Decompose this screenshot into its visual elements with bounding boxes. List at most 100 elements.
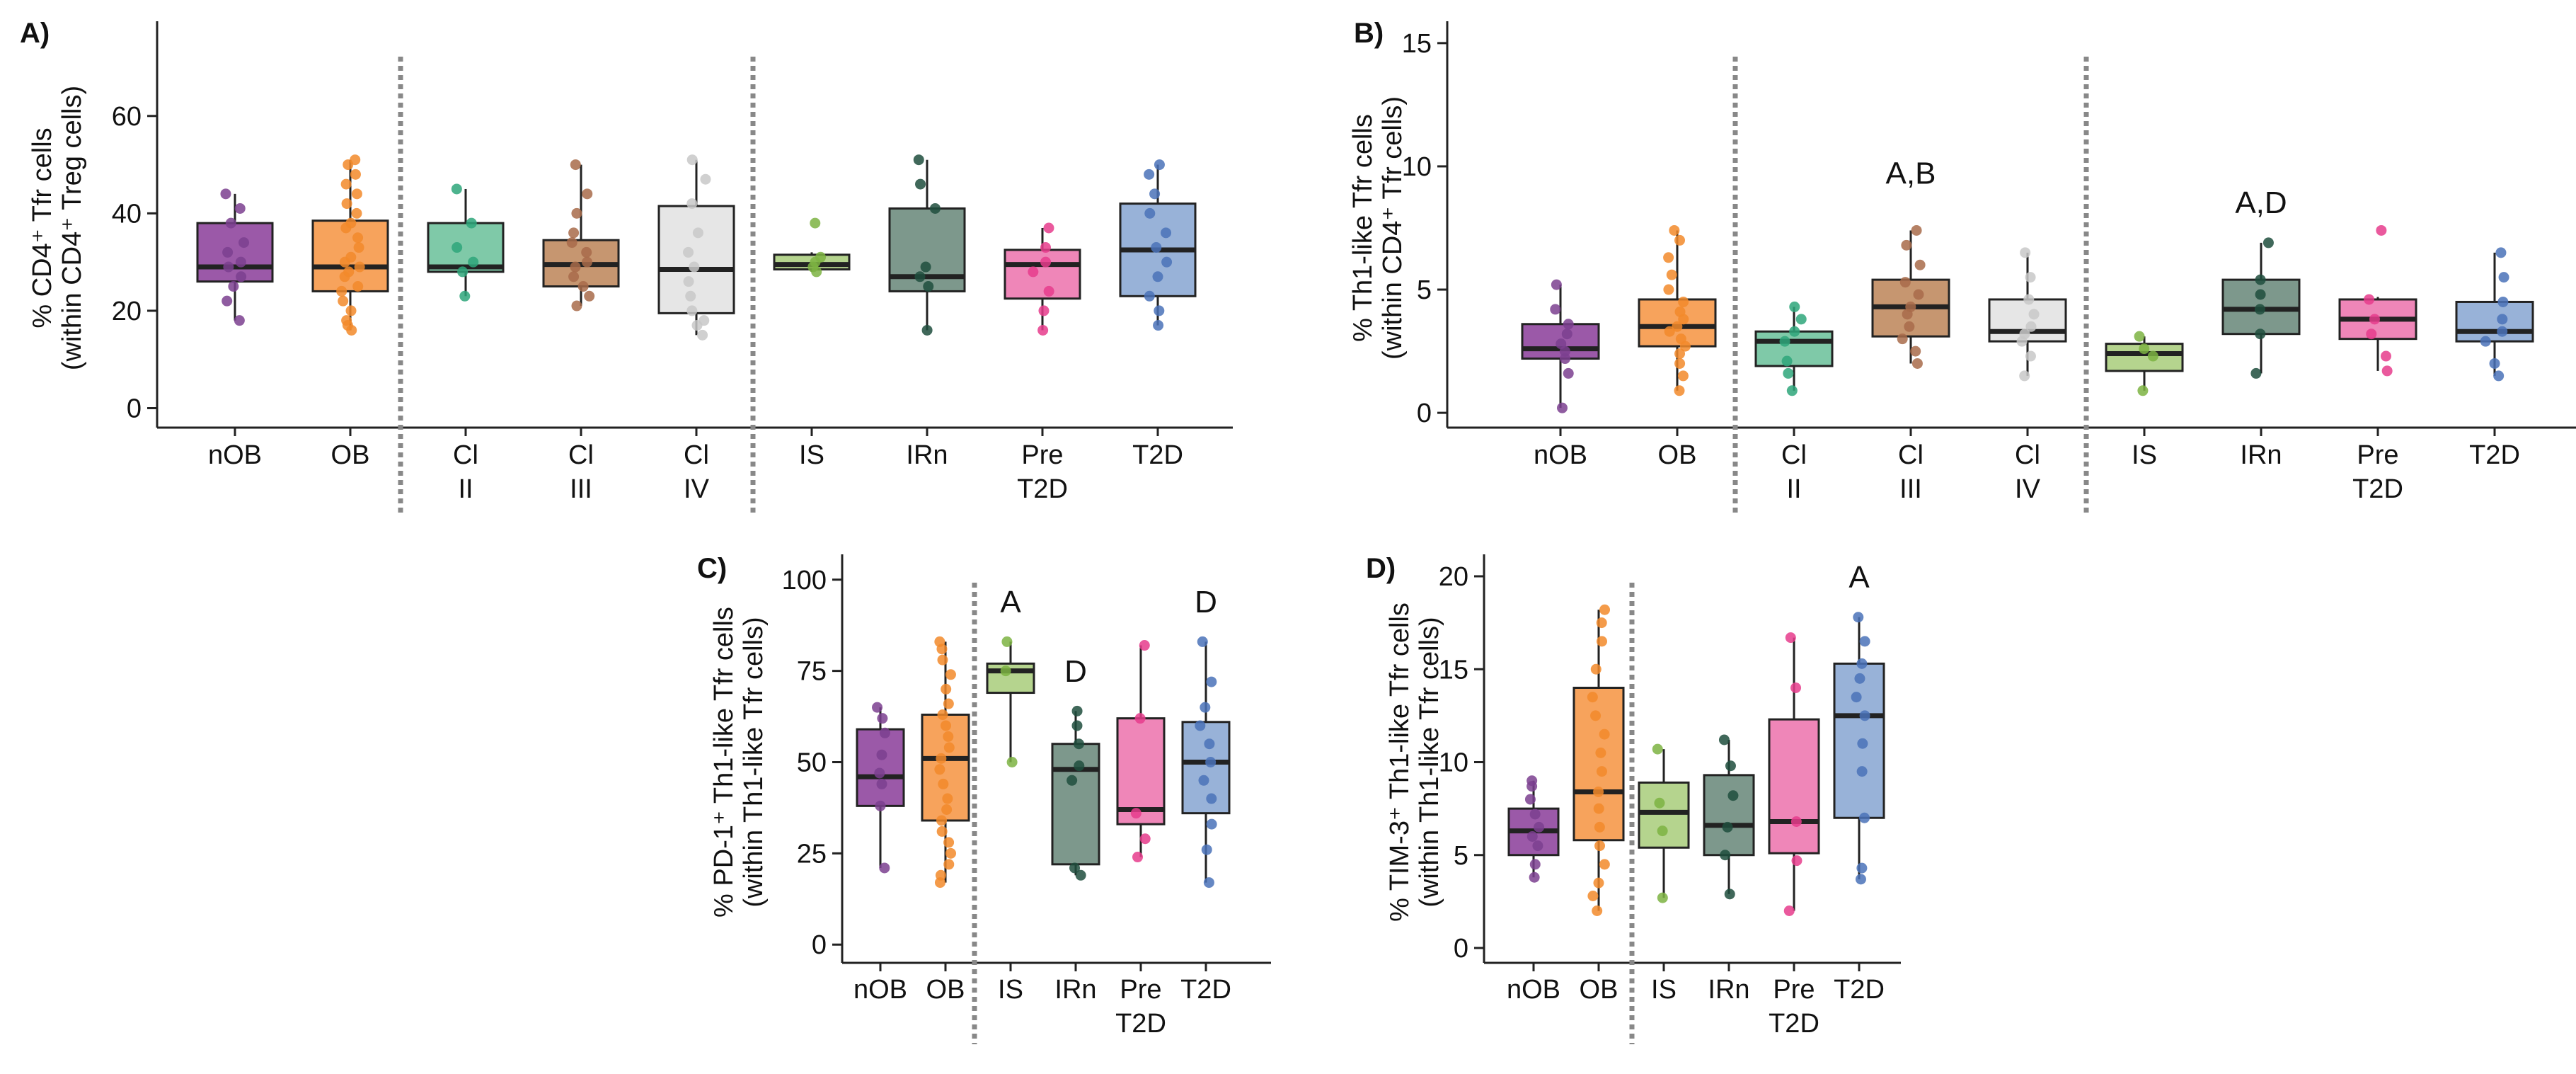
data-point (1563, 367, 1574, 379)
data-point (1139, 640, 1150, 651)
data-point (1590, 663, 1602, 675)
y-tick-label: 100 (782, 566, 827, 595)
data-point (1654, 797, 1665, 809)
data-point (2255, 289, 2266, 300)
data-point (1904, 321, 1915, 332)
data-point (220, 188, 231, 200)
data-point (1587, 891, 1599, 901)
box-body (1988, 298, 2067, 343)
y-axis-title-line2: (within Th1-like Tfr cells) (739, 617, 769, 907)
data-point (1725, 760, 1736, 772)
data-point (1071, 705, 1083, 716)
data-point (943, 859, 955, 870)
data-point (581, 246, 592, 258)
data-point (1789, 326, 1800, 337)
box-nob (196, 188, 274, 326)
data-point (1674, 385, 1685, 396)
y-tick-label: 50 (797, 748, 827, 778)
box-body (196, 222, 274, 283)
x-tick-label: Cl (1781, 440, 1807, 470)
y-tick-label: 0 (812, 930, 827, 960)
box-is (773, 217, 851, 278)
data-point (1718, 734, 1730, 745)
data-point (921, 324, 933, 336)
data-point (341, 315, 352, 326)
data-point (1154, 305, 1165, 316)
data-point (937, 709, 948, 720)
data-point (2262, 237, 2274, 248)
significance-label: D (1195, 585, 1217, 619)
data-point (1043, 222, 1054, 234)
data-point (336, 285, 347, 297)
box-t2d (2455, 247, 2534, 382)
data-point (1854, 673, 1865, 684)
significance-label: A,B (1886, 156, 1936, 190)
y-tick-label: 15 (1439, 655, 1468, 685)
data-point (943, 837, 955, 848)
y-tick-label: 20 (1439, 562, 1468, 592)
data-point (350, 154, 361, 166)
y-tick-label: 10 (1402, 152, 1432, 182)
data-point (2255, 329, 2266, 340)
y-axis-title-line2: (within Th1-like Tfr cells) (1415, 617, 1444, 907)
y-axis-title: % PD-1⁺ Th1-like Tfr cells (within Th1-li… (709, 607, 769, 918)
data-point (815, 251, 827, 263)
data-point (1066, 775, 1078, 786)
y-axis-title-line1: % PD-1⁺ Th1-like Tfr cells (709, 607, 739, 918)
data-point (1556, 338, 1567, 350)
data-point (1073, 738, 1084, 750)
x-tick-label: T2D (1180, 975, 1231, 1005)
box-cliii (542, 159, 620, 312)
box-is (1638, 743, 1690, 903)
data-point (1781, 355, 1793, 367)
data-point (238, 237, 250, 248)
data-point (2381, 365, 2393, 377)
data-point (345, 217, 357, 229)
data-point (1785, 632, 1796, 644)
box-body (2455, 300, 2534, 343)
data-point (1910, 345, 1921, 357)
box-clii (1754, 301, 1834, 396)
data-point (1153, 320, 1164, 331)
data-point (1593, 787, 1604, 797)
data-point (1859, 812, 1870, 823)
panel-label: C) (697, 553, 727, 584)
data-point (452, 242, 463, 253)
x-tick-label: T2D (2469, 440, 2520, 470)
x-tick-label: OB (1658, 440, 1697, 470)
data-point (568, 227, 580, 239)
x-tick-label: IV (2015, 474, 2041, 504)
data-point (1526, 775, 1538, 787)
data-point (2497, 326, 2508, 337)
x-tick-label: IRn (1054, 975, 1096, 1005)
box-is (2105, 331, 2184, 396)
data-point (1594, 821, 1605, 833)
data-point (1043, 285, 1054, 297)
data-point (945, 847, 957, 859)
box-t2d (1181, 636, 1231, 889)
data-point (934, 636, 945, 647)
data-point (1532, 840, 1543, 852)
x-tick-label: Cl (684, 440, 709, 470)
data-point (1599, 729, 1610, 740)
data-point (2025, 321, 2037, 332)
y-tick-label: 0 (127, 394, 142, 423)
y-axis-title: % CD4⁺ Tfr cells (within CD4⁺ Treg cells) (28, 86, 87, 370)
box-nob (1507, 775, 1560, 883)
x-tick-label: IRn (1708, 975, 1749, 1005)
data-point (1789, 301, 1800, 312)
data-point (923, 281, 934, 292)
data-point (1000, 665, 1011, 677)
data-point (2019, 370, 2030, 382)
x-tick-label: OB (926, 975, 965, 1005)
box-irn (1703, 734, 1755, 900)
data-point (1674, 358, 1686, 369)
y-axis-title-line2: (within CD4⁺ Treg cells) (57, 86, 87, 370)
data-point (1599, 604, 1611, 615)
data-point (234, 315, 245, 326)
data-point (876, 778, 887, 789)
data-point (1040, 256, 1052, 268)
data-point (686, 154, 698, 166)
data-point (1663, 284, 1674, 295)
data-point (1526, 831, 1538, 842)
